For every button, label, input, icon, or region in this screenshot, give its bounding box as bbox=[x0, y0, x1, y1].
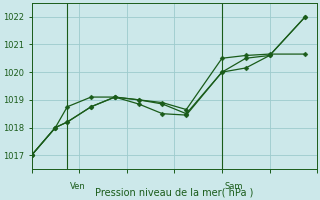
Text: Ven: Ven bbox=[70, 182, 85, 191]
Text: Sam: Sam bbox=[224, 182, 243, 191]
X-axis label: Pression niveau de la mer( hPa ): Pression niveau de la mer( hPa ) bbox=[95, 187, 253, 197]
